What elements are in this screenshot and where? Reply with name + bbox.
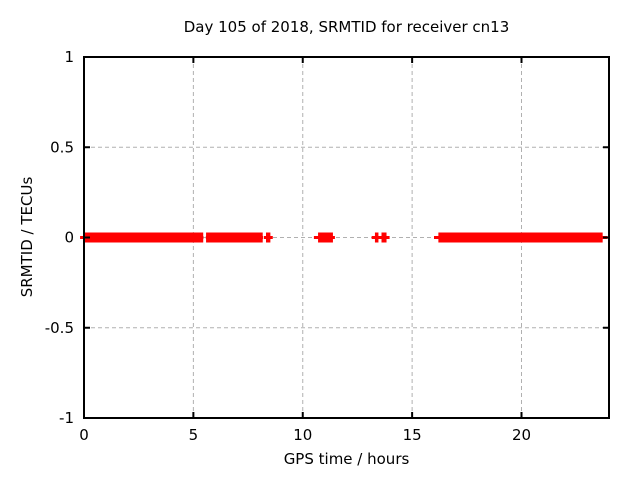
x-tick-label: 10	[293, 426, 312, 444]
y-tick-label: 1	[64, 48, 74, 66]
x-tick-label: 15	[403, 426, 422, 444]
data-segment-core	[266, 232, 271, 243]
chart-title: Day 105 of 2018, SRMTID for receiver cn1…	[183, 18, 510, 36]
data-segment-core	[318, 232, 333, 243]
x-tick-label: 0	[79, 426, 89, 444]
data-segment-core	[206, 232, 263, 243]
y-tick-label: 0.5	[50, 138, 74, 156]
data-segment-core	[374, 232, 379, 243]
x-axis-label: GPS time / hours	[283, 450, 410, 468]
y-tick-label: -0.5	[45, 319, 74, 337]
data-segment-core	[84, 232, 204, 243]
y-tick-label: 0	[64, 229, 74, 247]
y-tick-label: -1	[59, 409, 74, 427]
data-segment-core	[381, 232, 387, 243]
x-tick-label: 5	[189, 426, 199, 444]
x-tick-label: 20	[512, 426, 531, 444]
data-segment-core	[438, 232, 603, 243]
